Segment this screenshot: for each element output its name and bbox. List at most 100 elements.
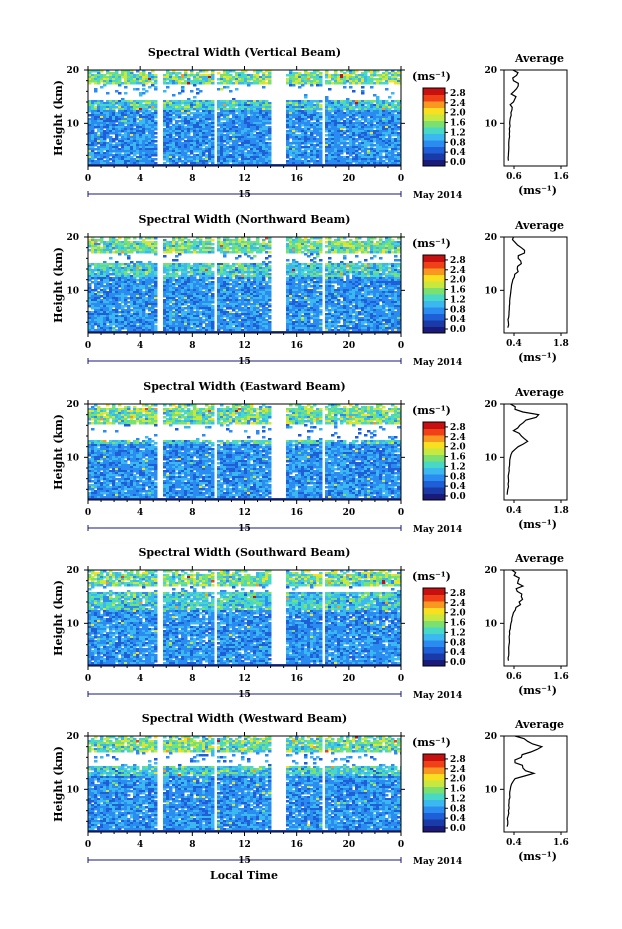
- heatmap-cell: [178, 247, 182, 250]
- heatmap-cell: [112, 245, 116, 248]
- heatmap-cell: [142, 275, 146, 278]
- heatmap-cell: [343, 72, 347, 75]
- heatmap-cell: [97, 295, 101, 298]
- heatmap-cell: [163, 108, 167, 111]
- heatmap-cell: [319, 116, 323, 119]
- colorbar-tick-label: 2.8: [450, 89, 466, 99]
- heatmap-cell: [391, 148, 395, 151]
- heatmap-cell: [172, 259, 176, 262]
- heatmap-cell: [232, 100, 236, 103]
- heatmap-cell: [91, 247, 95, 250]
- heatmap-cell: [349, 70, 353, 73]
- heatmap-cell: [355, 134, 359, 137]
- heatmap-cell: [289, 120, 293, 123]
- heatmap-cell: [124, 102, 128, 105]
- heatmap-cell: [289, 72, 293, 75]
- colorbar-swatch: [423, 127, 445, 134]
- heatmap-cell: [229, 70, 233, 73]
- heatmap-cell: [241, 112, 245, 115]
- heatmap-cell: [127, 291, 131, 294]
- heatmap-cell: [100, 281, 104, 284]
- heatmap-cell: [91, 271, 95, 274]
- heatmap-cell: [250, 150, 254, 153]
- heatmap-cell: [367, 156, 371, 159]
- heatmap-cell: [136, 295, 140, 298]
- heatmap-cell: [112, 305, 116, 308]
- heatmap-cell: [163, 74, 167, 77]
- heatmap-cell: [184, 120, 188, 123]
- heatmap-cell: [115, 76, 119, 79]
- heatmap-cell: [166, 307, 170, 310]
- heatmap-cell: [241, 74, 245, 77]
- heatmap-cell: [118, 323, 122, 326]
- heatmap-cell: [178, 317, 182, 320]
- heatmap-cell: [151, 309, 155, 312]
- heatmap-cell: [376, 96, 380, 99]
- heatmap-cell: [103, 271, 107, 274]
- heatmap-cell: [163, 285, 167, 288]
- heatmap-cell: [307, 136, 311, 139]
- heatmap-cell: [217, 156, 221, 159]
- heatmap-cell: [145, 130, 149, 133]
- heatmap-cell: [367, 126, 371, 129]
- heatmap-cell: [397, 140, 401, 143]
- heatmap-cell: [121, 295, 125, 298]
- heatmap-cell: [151, 305, 155, 308]
- heatmap-cell: [211, 122, 215, 125]
- heatmap-cell: [130, 126, 134, 129]
- heatmap-cell: [328, 154, 332, 157]
- heatmap-cell: [133, 313, 137, 316]
- heatmap-cell: [202, 112, 206, 115]
- heatmap-cell: [325, 122, 329, 125]
- heatmap-cell: [166, 263, 170, 266]
- heatmap-cell: [97, 156, 101, 159]
- heatmap-cell: [223, 156, 227, 159]
- heatmap-cell: [217, 100, 221, 103]
- heatmap-cell: [358, 138, 362, 141]
- heatmap-cell: [130, 287, 134, 290]
- heatmap-cell: [88, 319, 92, 322]
- heatmap-cell: [91, 293, 95, 296]
- heatmap-cell: [133, 237, 137, 240]
- heatmap-cell: [382, 136, 386, 139]
- heatmap-cell: [112, 321, 116, 324]
- heatmap-cell: [94, 265, 98, 268]
- heatmap-cell: [181, 76, 185, 79]
- heatmap-cell: [187, 80, 191, 83]
- heatmap-cell: [223, 78, 227, 81]
- heatmap-cell: [289, 134, 293, 137]
- heatmap-cell: [148, 156, 152, 159]
- heatmap-cell: [244, 106, 248, 109]
- heatmap-cell: [211, 158, 215, 161]
- heatmap-cell: [178, 106, 182, 109]
- heatmap-cell: [115, 303, 119, 306]
- heatmap-cell: [145, 321, 149, 324]
- heatmap-cell: [295, 158, 299, 161]
- heatmap-cell: [115, 313, 119, 316]
- heatmap-cell: [247, 74, 251, 77]
- heatmap-cell: [145, 78, 149, 81]
- heatmap-cell: [319, 80, 323, 83]
- heatmap-cell: [208, 154, 212, 157]
- heatmap-cell: [286, 80, 290, 83]
- heatmap-cell: [91, 156, 95, 159]
- heatmap-cell: [184, 128, 188, 131]
- heatmap-cell: [130, 70, 134, 73]
- heatmap-cell: [292, 150, 296, 153]
- heatmap-cell: [100, 247, 104, 250]
- heatmap-cell: [346, 126, 350, 129]
- heatmap-cell: [178, 126, 182, 129]
- heatmap-cell: [334, 162, 338, 165]
- heatmap-cell: [196, 112, 200, 115]
- heatmap-cell: [100, 102, 104, 105]
- heatmap-cell: [154, 116, 158, 119]
- heatmap-cell: [175, 110, 179, 113]
- heatmap-cell: [145, 110, 149, 113]
- heatmap-cell: [358, 112, 362, 115]
- heatmap-cell: [103, 134, 107, 137]
- heatmap-cell: [208, 110, 212, 113]
- heatmap-cell: [211, 78, 215, 81]
- heatmap-cell: [115, 156, 119, 159]
- heatmap-cell: [169, 122, 173, 125]
- heatmap-cell: [94, 307, 98, 310]
